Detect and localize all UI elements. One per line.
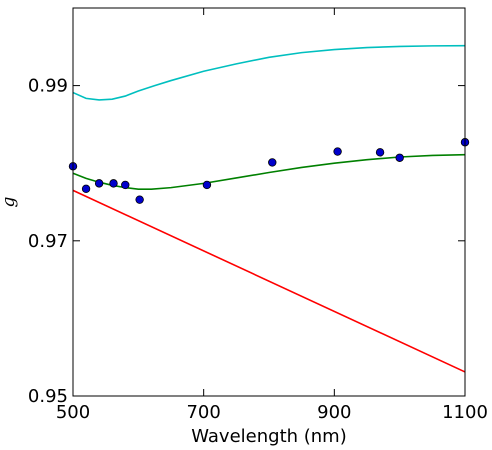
x-axis-label: Wavelength (nm)	[191, 426, 347, 447]
red-line	[72, 189, 466, 373]
x-tick-label: 1100	[442, 402, 488, 423]
data-point	[333, 147, 342, 156]
plot-content	[68, 44, 470, 373]
y-axis-label: g	[0, 196, 19, 207]
x-tick-label: 900	[317, 402, 351, 423]
y-tick-label: 0.95	[28, 386, 68, 407]
data-point	[94, 179, 104, 188]
data-point	[375, 148, 385, 157]
cyan-curve	[72, 44, 466, 101]
ticks: 500 700 900 1100 0.95 0.97 0.99	[28, 8, 488, 423]
plot-frame	[72, 7, 466, 397]
x-tick-label: 700	[186, 402, 220, 423]
data-point	[121, 180, 130, 190]
data-point	[395, 153, 404, 162]
data-point	[109, 179, 118, 188]
data-point	[135, 195, 144, 204]
x-tick-label: 500	[56, 402, 90, 423]
data-point	[202, 180, 212, 190]
data-point	[268, 158, 277, 167]
data-point	[81, 184, 91, 194]
y-tick-label: 0.99	[28, 76, 68, 97]
y-tick-label: 0.97	[28, 231, 68, 252]
